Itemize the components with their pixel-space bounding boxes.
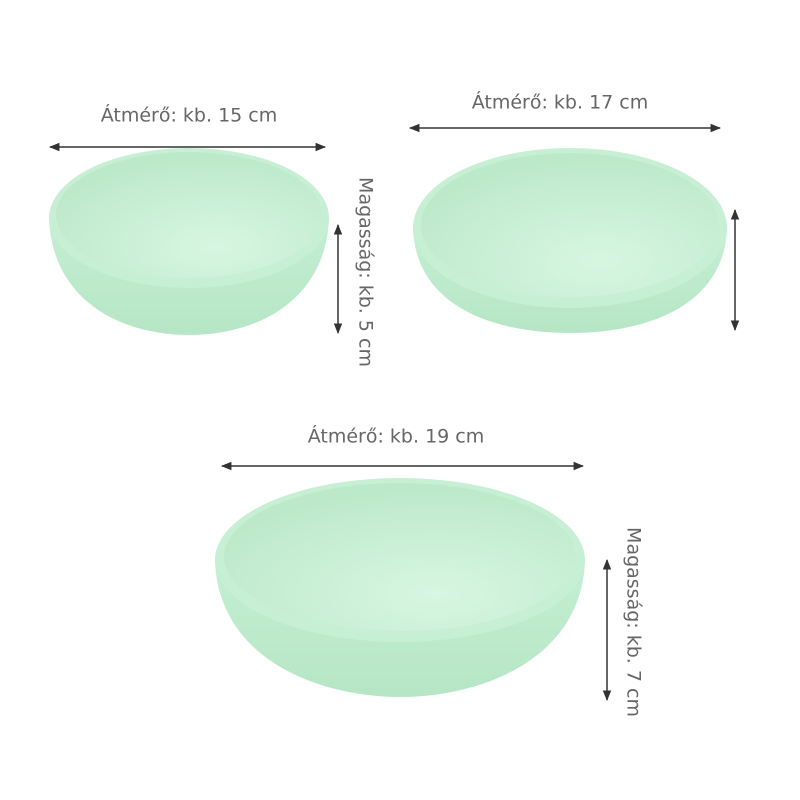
bowl [413, 148, 727, 333]
diameter-label: Átmérő: kb. 17 cm [472, 91, 649, 114]
bowl [215, 478, 585, 697]
height-label: Magasság: kb. 7 cm [623, 527, 645, 717]
diameter-label: Átmérő: kb. 15 cm [101, 104, 278, 127]
height-label: Magasság: kb. 5 cm [355, 177, 377, 367]
diameter-label: Átmérő: kb. 19 cm [308, 425, 485, 448]
bowl [49, 148, 329, 335]
